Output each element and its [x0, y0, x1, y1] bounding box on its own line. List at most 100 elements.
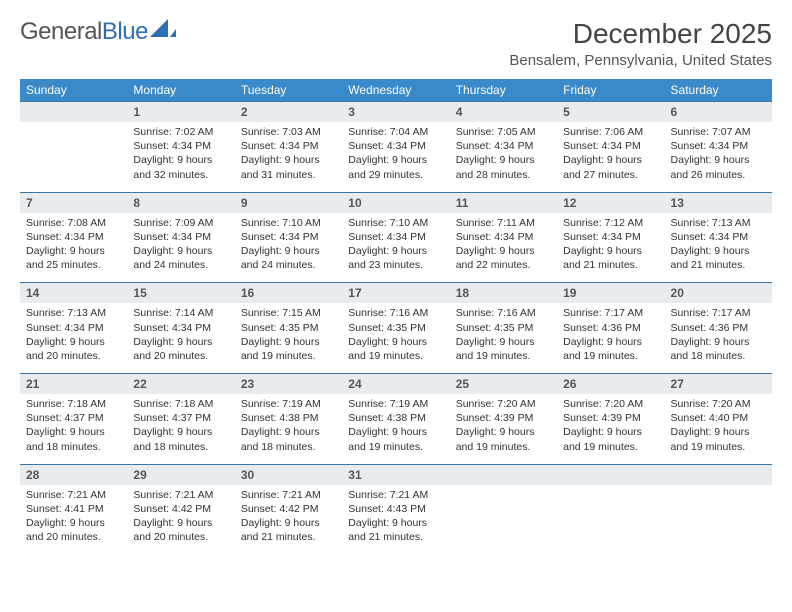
day-line: Sunrise: 7:13 AM [671, 216, 766, 230]
day-header: Tuesday [235, 79, 342, 102]
day-line: Sunrise: 7:12 AM [563, 216, 658, 230]
content-row: Sunrise: 7:02 AMSunset: 4:34 PMDaylight:… [20, 122, 772, 192]
day-line: Sunrise: 7:20 AM [671, 397, 766, 411]
day-number: 16 [235, 283, 342, 304]
day-line: and 27 minutes. [563, 168, 658, 182]
day-content: Sunrise: 7:08 AMSunset: 4:34 PMDaylight:… [20, 213, 127, 283]
day-line: and 29 minutes. [348, 168, 443, 182]
day-number [665, 464, 772, 485]
day-number: 13 [665, 192, 772, 213]
day-line: Daylight: 9 hours [563, 153, 658, 167]
day-line: and 18 minutes. [133, 440, 228, 454]
day-content [665, 485, 772, 555]
day-line: Sunrise: 7:03 AM [241, 125, 336, 139]
day-line: and 19 minutes. [671, 440, 766, 454]
day-line: and 28 minutes. [456, 168, 551, 182]
day-line: Sunset: 4:35 PM [348, 321, 443, 335]
day-number: 17 [342, 283, 449, 304]
day-line: Sunrise: 7:14 AM [133, 306, 228, 320]
day-line: Daylight: 9 hours [348, 244, 443, 258]
day-number: 5 [557, 102, 664, 123]
daynum-row: 28293031 [20, 464, 772, 485]
day-line: Sunset: 4:40 PM [671, 411, 766, 425]
day-line: Sunrise: 7:09 AM [133, 216, 228, 230]
day-content: Sunrise: 7:16 AMSunset: 4:35 PMDaylight:… [450, 303, 557, 373]
day-number: 31 [342, 464, 449, 485]
day-number: 11 [450, 192, 557, 213]
day-number: 18 [450, 283, 557, 304]
day-line: Daylight: 9 hours [348, 153, 443, 167]
day-number: 20 [665, 283, 772, 304]
day-line: Daylight: 9 hours [671, 335, 766, 349]
day-line: Sunrise: 7:02 AM [133, 125, 228, 139]
day-line: Daylight: 9 hours [26, 425, 121, 439]
day-line: and 18 minutes. [26, 440, 121, 454]
content-row: Sunrise: 7:21 AMSunset: 4:41 PMDaylight:… [20, 485, 772, 555]
day-number: 28 [20, 464, 127, 485]
day-number: 7 [20, 192, 127, 213]
day-line: Sunrise: 7:21 AM [348, 488, 443, 502]
day-line: and 22 minutes. [456, 258, 551, 272]
day-content: Sunrise: 7:11 AMSunset: 4:34 PMDaylight:… [450, 213, 557, 283]
day-number: 19 [557, 283, 664, 304]
day-line: Sunset: 4:35 PM [456, 321, 551, 335]
day-line: Daylight: 9 hours [133, 244, 228, 258]
day-content: Sunrise: 7:07 AMSunset: 4:34 PMDaylight:… [665, 122, 772, 192]
day-content: Sunrise: 7:13 AMSunset: 4:34 PMDaylight:… [20, 303, 127, 373]
day-content: Sunrise: 7:20 AMSunset: 4:39 PMDaylight:… [557, 394, 664, 464]
day-line: Sunset: 4:39 PM [563, 411, 658, 425]
day-content: Sunrise: 7:16 AMSunset: 4:35 PMDaylight:… [342, 303, 449, 373]
day-line: Sunrise: 7:16 AM [348, 306, 443, 320]
day-line: Sunset: 4:34 PM [26, 230, 121, 244]
day-line: Sunrise: 7:18 AM [133, 397, 228, 411]
day-content: Sunrise: 7:02 AMSunset: 4:34 PMDaylight:… [127, 122, 234, 192]
day-line: Sunset: 4:34 PM [671, 139, 766, 153]
day-line: and 24 minutes. [133, 258, 228, 272]
day-content: Sunrise: 7:06 AMSunset: 4:34 PMDaylight:… [557, 122, 664, 192]
day-line: Sunset: 4:38 PM [348, 411, 443, 425]
day-line: Daylight: 9 hours [348, 516, 443, 530]
day-line: Sunset: 4:36 PM [563, 321, 658, 335]
day-line: and 18 minutes. [241, 440, 336, 454]
day-line: Sunrise: 7:17 AM [671, 306, 766, 320]
day-line: Sunset: 4:42 PM [241, 502, 336, 516]
day-line: and 19 minutes. [241, 349, 336, 363]
day-content: Sunrise: 7:17 AMSunset: 4:36 PMDaylight:… [557, 303, 664, 373]
day-line: Sunset: 4:34 PM [348, 139, 443, 153]
day-line: Sunset: 4:41 PM [26, 502, 121, 516]
day-content [557, 485, 664, 555]
day-line: Sunset: 4:34 PM [456, 139, 551, 153]
day-content: Sunrise: 7:21 AMSunset: 4:41 PMDaylight:… [20, 485, 127, 555]
day-line: Sunset: 4:34 PM [563, 230, 658, 244]
day-line: and 19 minutes. [348, 349, 443, 363]
day-line: Sunset: 4:34 PM [348, 230, 443, 244]
day-header: Thursday [450, 79, 557, 102]
logo: GeneralBlue [20, 18, 176, 46]
day-number: 23 [235, 374, 342, 395]
day-number: 6 [665, 102, 772, 123]
day-number: 12 [557, 192, 664, 213]
day-line: Sunrise: 7:19 AM [348, 397, 443, 411]
day-line: Sunset: 4:34 PM [456, 230, 551, 244]
day-number: 10 [342, 192, 449, 213]
day-line: Sunrise: 7:21 AM [241, 488, 336, 502]
day-content [450, 485, 557, 555]
content-row: Sunrise: 7:13 AMSunset: 4:34 PMDaylight:… [20, 303, 772, 373]
day-content: Sunrise: 7:18 AMSunset: 4:37 PMDaylight:… [20, 394, 127, 464]
day-content: Sunrise: 7:19 AMSunset: 4:38 PMDaylight:… [235, 394, 342, 464]
day-line: Daylight: 9 hours [241, 335, 336, 349]
day-line: Sunrise: 7:10 AM [241, 216, 336, 230]
daynum-row: 123456 [20, 102, 772, 123]
day-line: and 21 minutes. [348, 530, 443, 544]
day-content: Sunrise: 7:17 AMSunset: 4:36 PMDaylight:… [665, 303, 772, 373]
logo-text-a: General [20, 18, 102, 46]
day-line: Daylight: 9 hours [348, 335, 443, 349]
day-line: and 19 minutes. [456, 440, 551, 454]
daynum-row: 14151617181920 [20, 283, 772, 304]
day-number: 29 [127, 464, 234, 485]
day-header: Friday [557, 79, 664, 102]
day-line: Sunrise: 7:21 AM [26, 488, 121, 502]
day-line: Daylight: 9 hours [671, 244, 766, 258]
day-line: Sunrise: 7:16 AM [456, 306, 551, 320]
header: GeneralBlue December 2025 Bensalem, Penn… [20, 18, 772, 69]
